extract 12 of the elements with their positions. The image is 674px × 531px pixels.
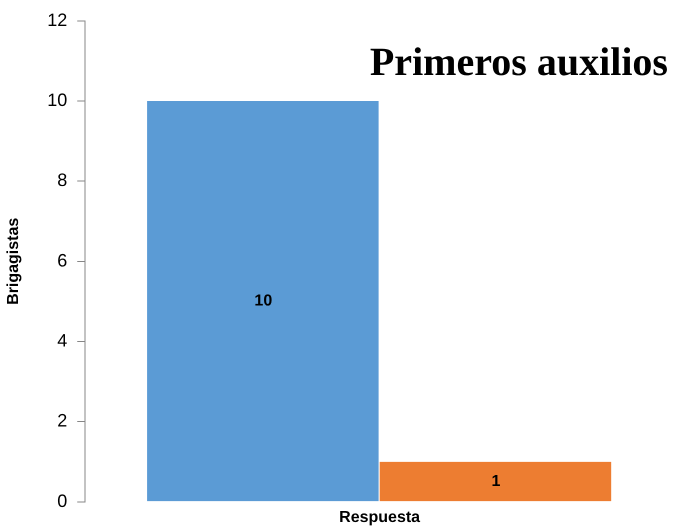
- y-tick-label: 12: [47, 10, 68, 30]
- y-axis-title: Brigagistas: [5, 218, 22, 305]
- y-tick-label: 4: [57, 330, 68, 350]
- y-tick-label: 8: [57, 170, 68, 190]
- y-tick-label: 10: [47, 90, 68, 110]
- y-tick-label: 0: [57, 490, 68, 511]
- y-tick-label: 6: [57, 250, 68, 270]
- x-axis-title: Respuesta: [339, 508, 420, 526]
- data-label: 10: [254, 292, 272, 310]
- data-label: 1: [491, 472, 500, 490]
- y-tick-label: 2: [57, 410, 68, 431]
- text: Primeros auxilios: [370, 38, 668, 85]
